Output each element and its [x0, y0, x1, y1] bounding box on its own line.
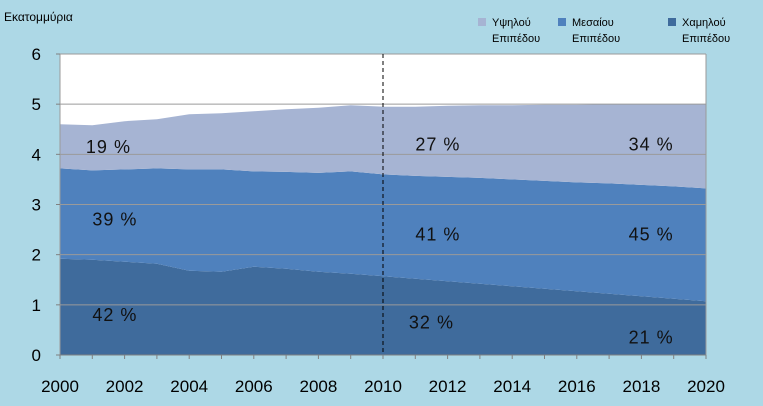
legend-label-2: Υψηλού Επιπέδου	[492, 17, 540, 45]
legend-swatch-1	[558, 18, 566, 26]
y-tick-3: 3	[32, 196, 41, 215]
x-tick-2006: 2006	[235, 377, 273, 396]
legend-swatch-0	[668, 18, 676, 26]
x-tick-2016: 2016	[558, 377, 596, 396]
y-tick-2: 2	[32, 246, 41, 265]
percentage-label-3: 32 %	[409, 312, 454, 332]
legend-label-1: Μεσαίου Επιπέδου	[572, 17, 620, 45]
percentage-label-5: 27 %	[415, 134, 460, 154]
x-tick-2014: 2014	[493, 377, 531, 396]
x-tick-2010: 2010	[364, 377, 402, 396]
x-tick-2008: 2008	[299, 377, 337, 396]
x-tick-2002: 2002	[106, 377, 144, 396]
legend-label-0: Χαμηλού Επιπέδου	[682, 17, 730, 45]
y-tick-1: 1	[32, 296, 41, 315]
percentage-label-6: 21 %	[629, 327, 674, 347]
percentage-label-1: 39 %	[92, 210, 137, 230]
legend: Υψηλού Επιπέδου Μεσαίου Επιπέδου Χαμηλού Επιπ…	[478, 17, 730, 45]
y-axis-label: Εκατομμύρια	[4, 10, 73, 24]
y-tick-5: 5	[32, 95, 41, 114]
y-tick-0: 0	[32, 346, 41, 365]
y-tick-6: 6	[32, 45, 41, 64]
percentage-label-2: 19 %	[86, 137, 131, 157]
percentage-label-4: 41 %	[415, 225, 460, 245]
legend-swatch-2	[478, 18, 486, 26]
percentage-label-7: 45 %	[629, 225, 674, 245]
area-series-1	[60, 168, 706, 302]
x-tick-2020: 2020	[687, 377, 725, 396]
percentage-label-8: 34 %	[629, 134, 674, 154]
percentage-label-0: 42 %	[92, 305, 137, 325]
x-tick-2018: 2018	[622, 377, 660, 396]
y-ticks: 0 1 2 3 4 5 6	[32, 45, 60, 365]
x-tick-2012: 2012	[429, 377, 467, 396]
y-tick-4: 4	[32, 145, 41, 164]
x-ticks: 2000 2002 2004 2006 2008 2010 2012 2014 2016 2018…	[41, 355, 725, 396]
x-tick-2004: 2004	[170, 377, 208, 396]
x-tick-2000: 2000	[41, 377, 79, 396]
percentage-labels: 42 % 39 % 19 % 32 % 41 % 27 % 21 % 45 % 34 %	[86, 134, 674, 347]
